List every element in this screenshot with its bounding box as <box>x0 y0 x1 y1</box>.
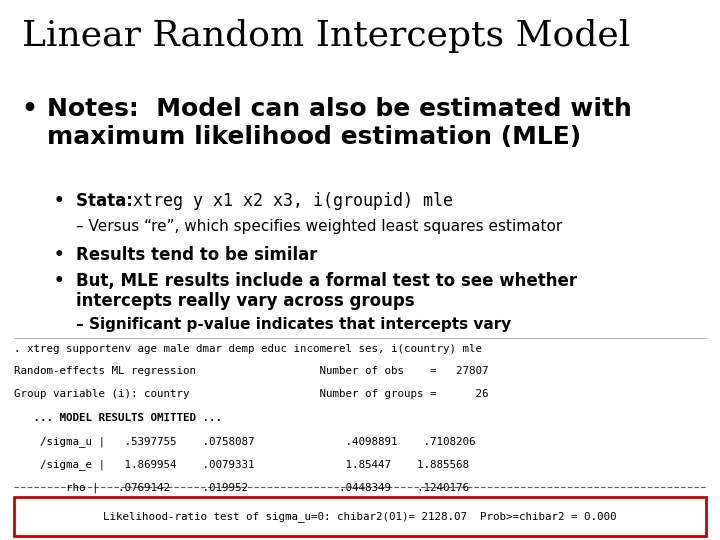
Text: Likelihood-ratio test of sigma_u=0: chibar2(01)= 2128.07  Prob>=chibar2 = 0.000: Likelihood-ratio test of sigma_u=0: chib… <box>103 511 617 522</box>
Text: Linear Random Intercepts Model: Linear Random Intercepts Model <box>22 19 630 53</box>
Text: Group variable (i): country                    Number of groups =      26: Group variable (i): country Number of gr… <box>14 389 489 400</box>
Text: – Significant p-value indicates that intercepts vary: – Significant p-value indicates that int… <box>76 317 511 332</box>
Text: Stata:: Stata: <box>76 192 138 210</box>
Text: •: • <box>22 97 37 121</box>
Text: – Versus “re”, which specifies weighted least squares estimator: – Versus “re”, which specifies weighted … <box>76 219 562 234</box>
Text: Notes:  Model can also be estimated with
maximum likelihood estimation (MLE): Notes: Model can also be estimated with … <box>47 97 631 149</box>
Text: . xtreg supportenv age male dmar demp educ incomerel ses, i(country) mle: . xtreg supportenv age male dmar demp ed… <box>14 344 482 354</box>
Text: /sigma_u |   .5397755    .0758087              .4098891    .7108206: /sigma_u | .5397755 .0758087 .4098891 .7… <box>14 436 476 447</box>
Text: •: • <box>54 246 65 264</box>
Text: •: • <box>54 192 65 210</box>
Text: /sigma_e |   1.869954    .0079331              1.85447    1.885568: /sigma_e | 1.869954 .0079331 1.85447 1.8… <box>14 459 469 470</box>
Bar <box>14 497 706 536</box>
Text: Results tend to be similar: Results tend to be similar <box>76 246 317 264</box>
Text: ... MODEL RESULTS OMITTED ...: ... MODEL RESULTS OMITTED ... <box>14 413 222 423</box>
Text: rho |   .0769142     .019952              .0448349    .1240176: rho | .0769142 .019952 .0448349 .1240176 <box>14 482 469 492</box>
Text: •: • <box>54 272 65 289</box>
Text: But, MLE results include a formal test to see whether
intercepts really vary acr: But, MLE results include a formal test t… <box>76 272 577 310</box>
Text: Random-effects ML regression                   Number of obs    =   27807: Random-effects ML regression Number of o… <box>14 366 489 376</box>
Text: xtreg y x1 x2 x3, i(groupid) mle: xtreg y x1 x2 x3, i(groupid) mle <box>133 192 453 210</box>
